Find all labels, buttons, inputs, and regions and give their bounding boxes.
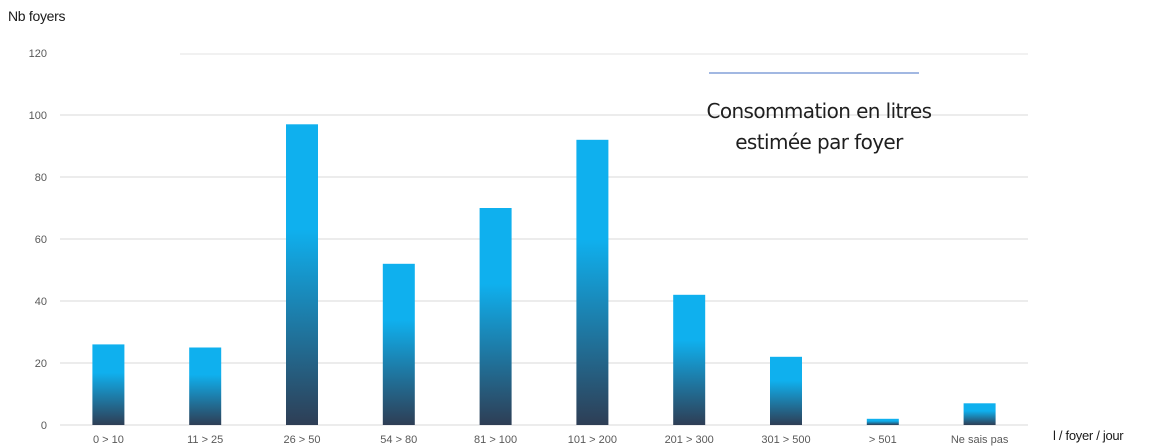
y-tick-label: 80 bbox=[35, 172, 47, 184]
x-tick-label: 54 > 80 bbox=[380, 434, 417, 446]
x-axis-title: l / foyer / jour bbox=[1053, 428, 1124, 443]
bar bbox=[576, 139, 609, 426]
bar bbox=[673, 294, 706, 425]
y-tick-label: 60 bbox=[35, 234, 47, 246]
bar bbox=[963, 403, 996, 425]
x-tick-label: 26 > 50 bbox=[283, 434, 320, 446]
x-tick-label: 101 > 200 bbox=[568, 434, 617, 446]
bar bbox=[770, 356, 802, 425]
y-tick-label: 20 bbox=[35, 358, 47, 370]
bar bbox=[189, 347, 222, 425]
bar bbox=[286, 124, 318, 426]
x-tick-label: 301 > 500 bbox=[761, 434, 810, 446]
gridlines bbox=[60, 53, 1028, 426]
chart-title: Consommation en litres estimée par foyer bbox=[706, 99, 932, 154]
bar bbox=[382, 263, 415, 425]
x-tick-label: 201 > 300 bbox=[665, 434, 714, 446]
bars bbox=[92, 124, 996, 426]
y-tick-label: 100 bbox=[29, 110, 47, 122]
x-tick-label: 81 > 100 bbox=[474, 434, 517, 446]
y-tick-label: 40 bbox=[35, 296, 47, 308]
x-axis-ticks: 0 > 10 11 > 25 26 > 50 54 > 80 81 > 100 101 >… bbox=[93, 434, 1009, 446]
y-tick-label: 0 bbox=[41, 420, 47, 432]
bar bbox=[479, 208, 512, 425]
y-tick-label: 120 bbox=[29, 48, 47, 60]
x-tick-label: 0 > 10 bbox=[93, 434, 124, 446]
bar bbox=[92, 344, 125, 425]
y-axis-title: Nb foyers bbox=[8, 8, 66, 24]
x-tick-label: 11 > 25 bbox=[187, 434, 223, 446]
y-axis-ticks: 0 20 40 60 80 100 120 bbox=[29, 48, 47, 432]
x-tick-label: > 501 bbox=[869, 434, 897, 446]
x-tick-label: Ne sais pas bbox=[951, 434, 1009, 446]
bar bbox=[866, 418, 899, 425]
